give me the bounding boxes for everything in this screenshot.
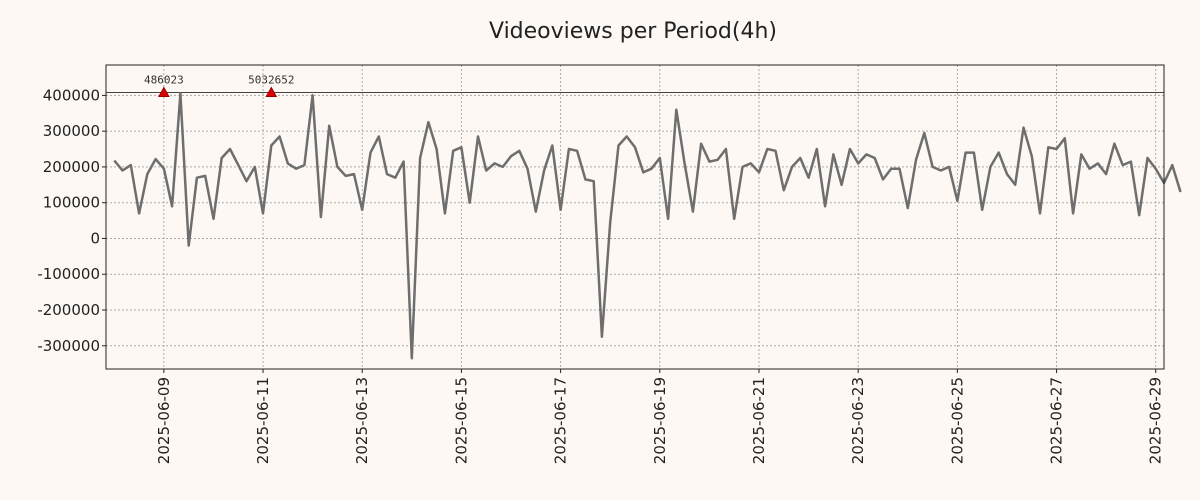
y-tick-label: 400000: [43, 86, 100, 104]
x-tick-label: 2025-06-13: [353, 377, 371, 464]
peak-label: 486023: [144, 74, 184, 87]
x-tick-label: 2025-06-27: [1048, 377, 1066, 464]
y-tick-label: 0: [90, 229, 100, 247]
axes: -300000 -200000 -100000 0 100000 200000 300000…: [37, 86, 1164, 464]
y-tick-label: 300000: [43, 122, 100, 140]
x-tick-label: 2025-06-17: [552, 377, 570, 464]
y-tick-label: 100000: [43, 194, 100, 212]
y-tick-label: 200000: [43, 158, 100, 176]
y-tick-label: -200000: [37, 301, 100, 319]
peak-marker: [265, 86, 278, 98]
y-tick-label: -100000: [37, 265, 100, 283]
x-tick-label: 2025-06-15: [452, 377, 470, 464]
x-tick-label: 2025-06-23: [849, 377, 867, 464]
chart-title: Videoviews per Period(4h): [489, 19, 777, 44]
peak-marker: [158, 86, 170, 98]
annotation-markers: 486023 5032652: [144, 74, 294, 98]
series-line: [113, 92, 1182, 360]
x-tick-label: 2025-06-25: [948, 377, 966, 464]
grid: [106, 65, 1164, 369]
x-tick-label: 2025-06-11: [254, 377, 272, 464]
x-tick-label: 2025-06-09: [155, 377, 173, 464]
x-tick-label: 2025-06-21: [750, 377, 768, 464]
x-tick-label: 2025-06-29: [1147, 377, 1165, 464]
series-polyline: [113, 92, 1182, 360]
plot-area: [106, 65, 1164, 369]
y-tick-label: -300000: [37, 337, 100, 355]
plot-frame: [105, 64, 1165, 370]
peak-label: 5032652: [248, 74, 294, 87]
x-tick-label: 2025-06-19: [651, 377, 669, 464]
